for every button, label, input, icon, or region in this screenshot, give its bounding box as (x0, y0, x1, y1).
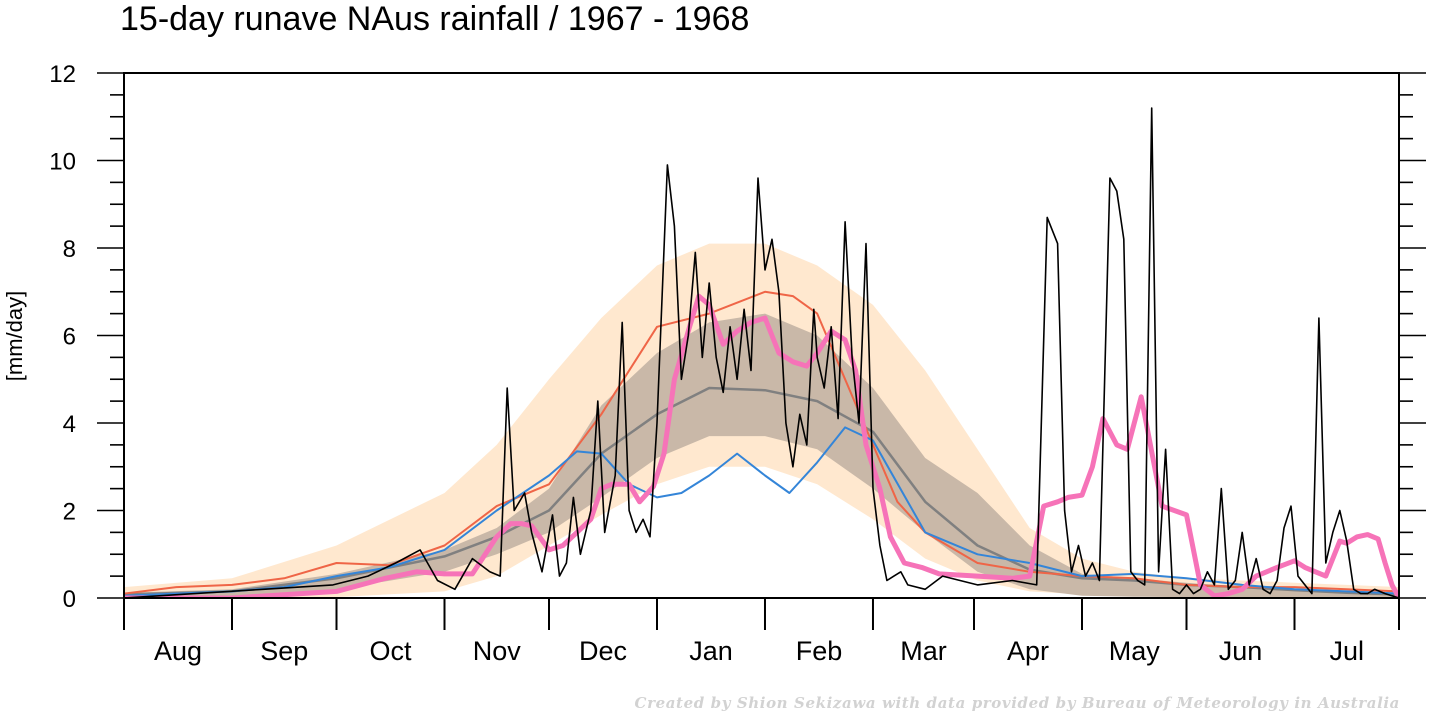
x-tick-label-nov: Nov (473, 636, 522, 666)
y-axis-label: [mm/day] (2, 291, 27, 381)
blue-series-line (124, 426, 1399, 597)
y-tick-label: 2 (63, 499, 76, 526)
x-tick-label-jun: Jun (1219, 636, 1263, 666)
x-tick-label-aug: Aug (154, 636, 202, 666)
inner-range-band (124, 313, 1399, 598)
x-tick-label-apr: Apr (1007, 636, 1049, 666)
credit-text: Created by Shion Sekizawa with data prov… (635, 694, 1400, 712)
x-tick-label-jan: Jan (689, 636, 733, 666)
red-series-line (124, 290, 1399, 595)
y-tick-label: 4 (63, 411, 76, 438)
x-tick-label-sep: Sep (260, 636, 308, 666)
y-tick-label: 10 (49, 149, 76, 176)
x-axis: Aug Sep Oct Nov Dec Jan Feb Mar Apr May Jun Jul (123, 598, 1400, 666)
y-tick-label: 6 (63, 324, 76, 351)
y-tick-label: 0 (63, 586, 76, 613)
y-tick-label: 8 (63, 236, 76, 263)
x-tick-label-mar: Mar (900, 636, 947, 666)
x-tick-label-dec: Dec (579, 636, 627, 666)
runave-series-line (124, 293, 1399, 598)
x-tick-label-feb: Feb (796, 636, 843, 666)
y-tick-label: 12 (49, 61, 76, 88)
x-tick-label-jul: Jul (1329, 636, 1364, 666)
daily-series-line (124, 107, 1399, 598)
x-tick-label-oct: Oct (369, 636, 412, 666)
y-axis: 0 2 4 6 8 10 12 (49, 61, 1426, 613)
plot-area (123, 72, 1400, 599)
x-tick-label-may: May (1109, 636, 1161, 666)
chart-title: 15-day runave NAus rainfall / 1967 - 196… (120, 0, 749, 38)
